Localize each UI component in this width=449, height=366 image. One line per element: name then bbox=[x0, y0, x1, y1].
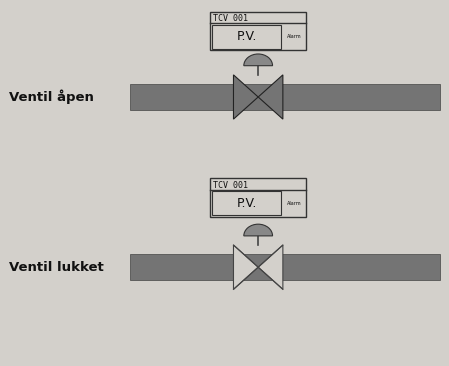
Bar bbox=[210, 12, 306, 50]
Polygon shape bbox=[233, 245, 258, 289]
Text: Alarm: Alarm bbox=[286, 201, 301, 206]
Text: Alarm: Alarm bbox=[286, 34, 301, 40]
Polygon shape bbox=[258, 245, 283, 289]
Text: P.V.: P.V. bbox=[236, 30, 257, 44]
Wedge shape bbox=[244, 54, 273, 66]
Text: Ventil lukket: Ventil lukket bbox=[9, 261, 104, 274]
Polygon shape bbox=[258, 75, 283, 119]
Bar bbox=[130, 84, 440, 110]
Text: TCV 001: TCV 001 bbox=[213, 14, 247, 23]
Bar bbox=[212, 25, 281, 49]
Bar bbox=[212, 191, 281, 215]
Polygon shape bbox=[233, 75, 258, 119]
Wedge shape bbox=[244, 224, 273, 236]
Text: P.V.: P.V. bbox=[236, 197, 257, 210]
Bar bbox=[210, 178, 306, 217]
Bar bbox=[130, 254, 440, 280]
Text: TCV 001: TCV 001 bbox=[213, 180, 247, 190]
Text: Ventil åpen: Ventil åpen bbox=[9, 90, 94, 104]
